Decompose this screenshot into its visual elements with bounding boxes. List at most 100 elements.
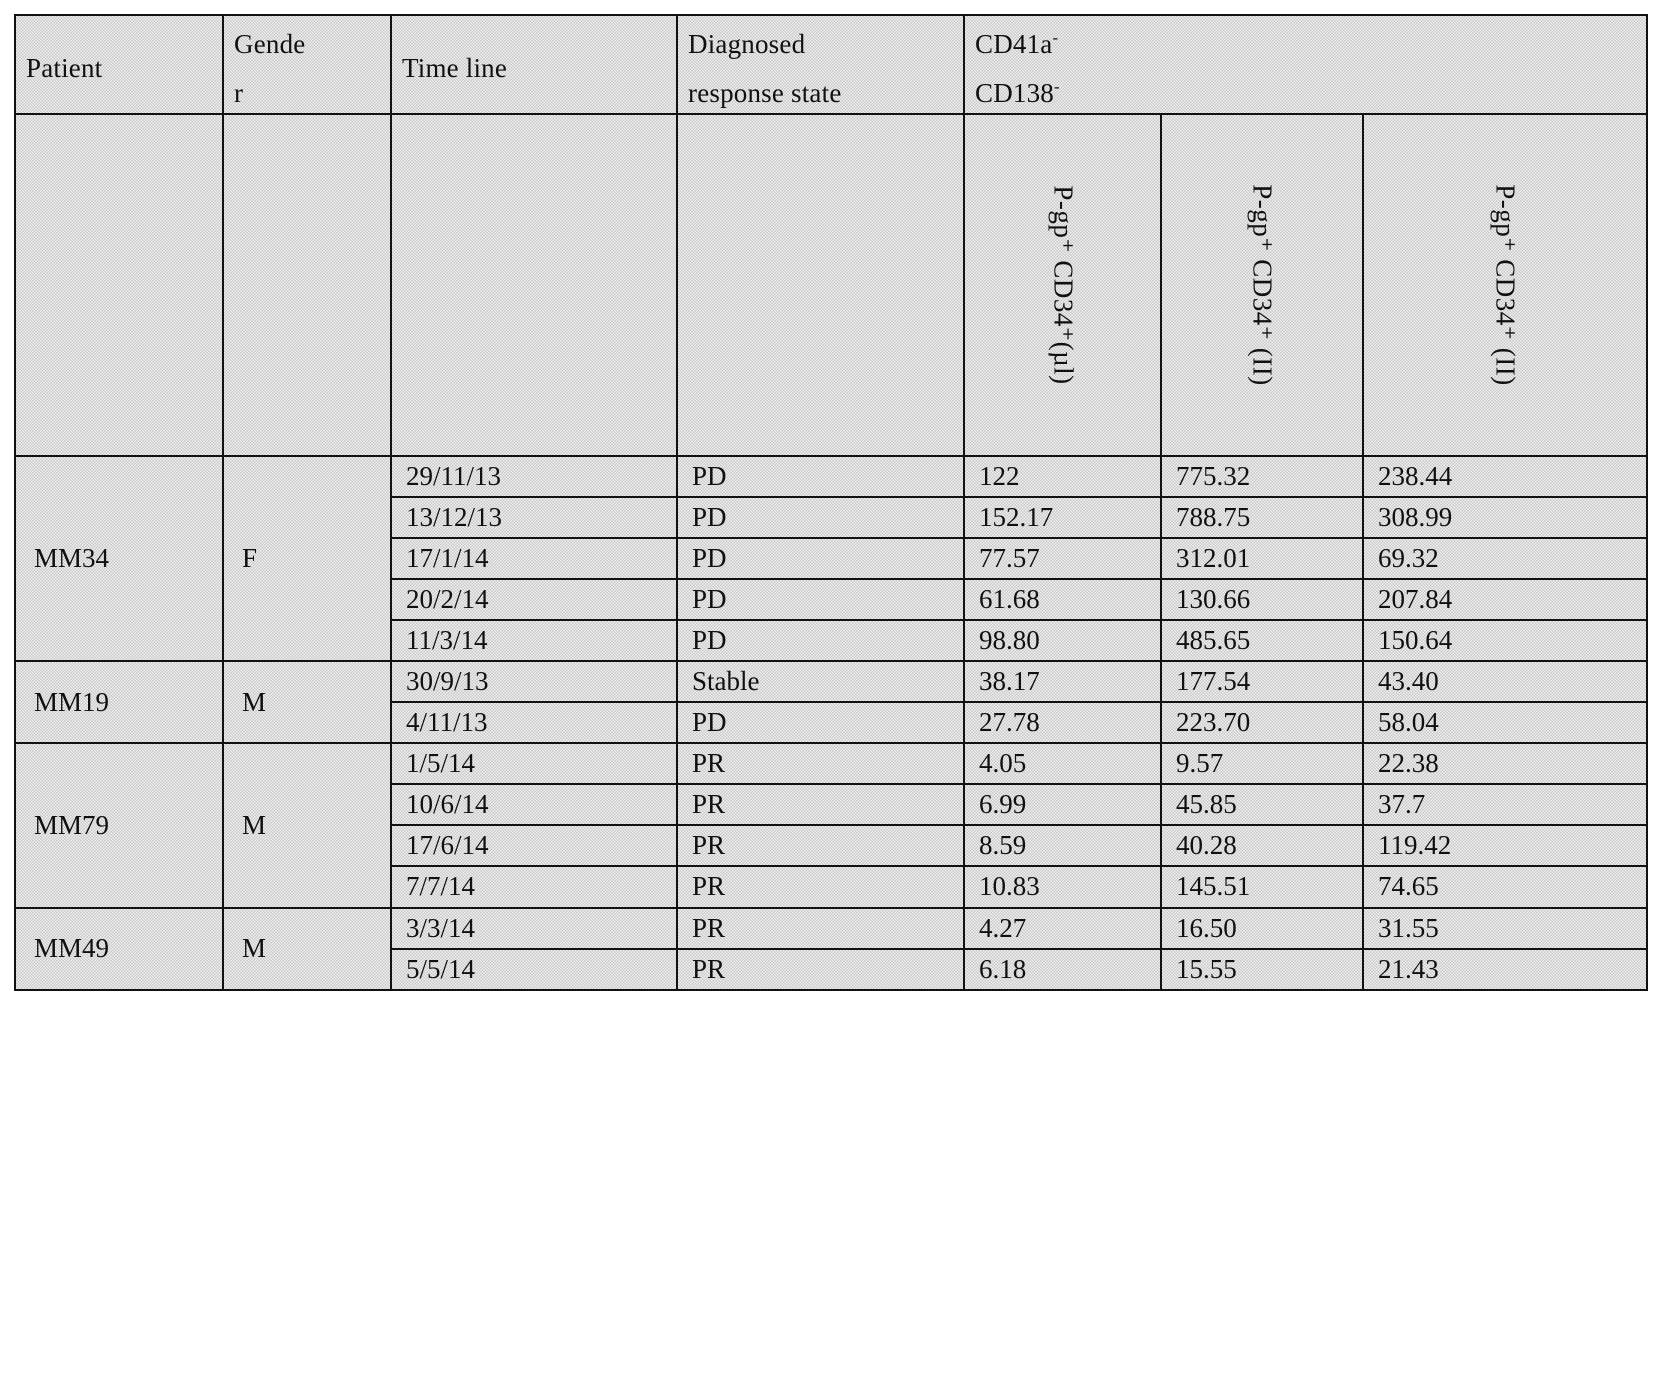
value-3: 207.84 bbox=[1364, 580, 1646, 619]
value-3: 308.99 bbox=[1364, 498, 1646, 537]
marker-cd41a-sup: - bbox=[1053, 28, 1059, 47]
patient-id-label: MM19 bbox=[16, 683, 222, 722]
response-state-cell: PR bbox=[677, 825, 964, 866]
timeline-date: 10/6/14 bbox=[392, 785, 676, 824]
timeline-date: 17/6/14 bbox=[392, 826, 676, 865]
header-label-state-line2: response state bbox=[678, 65, 963, 114]
value-cell-3: 22.38 bbox=[1363, 743, 1647, 784]
response-state-label: PD bbox=[678, 621, 963, 660]
patient-id-cell: MM49 bbox=[15, 908, 223, 990]
response-state-label: PR bbox=[678, 867, 963, 906]
patient-gender-label: M bbox=[224, 929, 390, 968]
value-cell-2: 177.54 bbox=[1161, 661, 1363, 702]
header-label-vertical-2: P-gp⁺ CD34⁺ (II) bbox=[1246, 184, 1277, 385]
value-1: 27.78 bbox=[965, 703, 1160, 742]
value-cell-3: 31.55 bbox=[1363, 908, 1647, 949]
table-row: MM79M1/5/14PR4.059.5722.38 bbox=[15, 743, 1647, 784]
header-label-gender-line2: r bbox=[224, 65, 390, 114]
response-state-cell: PR bbox=[677, 908, 964, 949]
value-cell-1: 122 bbox=[964, 456, 1161, 497]
vertical-text-wrap-2: P-gp⁺ CD34⁺ (II) bbox=[1162, 115, 1362, 455]
value-1: 6.18 bbox=[965, 950, 1160, 989]
table-row: MM34F29/11/13PD122775.32238.44 bbox=[15, 456, 1647, 497]
patient-gender-cell: F bbox=[223, 456, 391, 661]
patient-gender-cell: M bbox=[223, 661, 391, 743]
timeline-date: 20/2/14 bbox=[392, 580, 676, 619]
patient-gender-label: M bbox=[224, 683, 390, 722]
timeline-date: 1/5/14 bbox=[392, 744, 676, 783]
value-cell-1: 6.99 bbox=[964, 784, 1161, 825]
value-2: 223.70 bbox=[1162, 703, 1362, 742]
value-2: 130.66 bbox=[1162, 580, 1362, 619]
value-cell-2: 485.65 bbox=[1161, 620, 1363, 661]
table-row: MM49M3/3/14PR4.2716.5031.55 bbox=[15, 908, 1647, 949]
response-state-cell: PR bbox=[677, 866, 964, 907]
marker-cd138-sup: - bbox=[1054, 77, 1060, 96]
value-2: 312.01 bbox=[1162, 539, 1362, 578]
value-cell-3: 74.65 bbox=[1363, 866, 1647, 907]
value-3: 31.55 bbox=[1364, 909, 1646, 948]
timeline-date: 7/7/14 bbox=[392, 867, 676, 906]
header-row-vertical: P-gp⁺ CD34⁺(µl)P-gp⁺ CD34⁺ (II)P-gp⁺ CD3… bbox=[15, 114, 1647, 456]
response-state-cell: PR bbox=[677, 949, 964, 990]
value-cell-1: 4.27 bbox=[964, 908, 1161, 949]
header-spacer-patient bbox=[15, 114, 223, 456]
value-1: 6.99 bbox=[965, 785, 1160, 824]
value-1: 4.05 bbox=[965, 744, 1160, 783]
value-3: 22.38 bbox=[1364, 744, 1646, 783]
timeline-cell: 10/6/14 bbox=[391, 784, 677, 825]
timeline-date: 11/3/14 bbox=[392, 621, 676, 660]
response-state-cell: Stable bbox=[677, 661, 964, 702]
value-1: 152.17 bbox=[965, 498, 1160, 537]
value-3: 43.40 bbox=[1364, 662, 1646, 701]
value-cell-3: 58.04 bbox=[1363, 702, 1647, 743]
response-state-label: PR bbox=[678, 785, 963, 824]
value-3: 21.43 bbox=[1364, 950, 1646, 989]
timeline-cell: 13/12/13 bbox=[391, 497, 677, 538]
value-cell-1: 98.80 bbox=[964, 620, 1161, 661]
value-2: 9.57 bbox=[1162, 744, 1362, 783]
value-cell-3: 69.32 bbox=[1363, 538, 1647, 579]
header-cell-patient: Patient bbox=[15, 15, 223, 114]
value-2: 775.32 bbox=[1162, 457, 1362, 496]
header-label-gender-line1: Gende bbox=[224, 16, 390, 65]
header-label-patient: Patient bbox=[16, 40, 222, 89]
response-state-label: PD bbox=[678, 457, 963, 496]
response-state-cell: PD bbox=[677, 620, 964, 661]
header-label-vertical-3: P-gp⁺ CD34⁺ (II) bbox=[1489, 184, 1520, 385]
header-label-marker-line2: CD138- bbox=[965, 65, 1646, 114]
patient-gender-cell: M bbox=[223, 743, 391, 907]
value-2: 788.75 bbox=[1162, 498, 1362, 537]
value-2: 485.65 bbox=[1162, 621, 1362, 660]
timeline-date: 4/11/13 bbox=[392, 703, 676, 742]
header-label-time-line: Time line bbox=[392, 40, 676, 89]
value-cell-1: 8.59 bbox=[964, 825, 1161, 866]
header-cell-marker: CD41a-CD138- bbox=[964, 15, 1647, 114]
scanned-page: PatientGenderTime lineDiagnosedresponse … bbox=[0, 14, 1662, 1398]
value-cell-2: 45.85 bbox=[1161, 784, 1363, 825]
response-state-label: PD bbox=[678, 498, 963, 537]
marker-cd41a-text: CD41a bbox=[975, 29, 1053, 59]
patient-gender-label: M bbox=[224, 806, 390, 845]
value-cell-1: 77.57 bbox=[964, 538, 1161, 579]
value-cell-3: 308.99 bbox=[1363, 497, 1647, 538]
value-3: 58.04 bbox=[1364, 703, 1646, 742]
response-state-label: Stable bbox=[678, 662, 963, 701]
timeline-cell: 17/6/14 bbox=[391, 825, 677, 866]
value-1: 8.59 bbox=[965, 826, 1160, 865]
value-3: 238.44 bbox=[1364, 457, 1646, 496]
header-spacer-time-line bbox=[391, 114, 677, 456]
patient-id-label: MM49 bbox=[16, 929, 222, 968]
value-1: 4.27 bbox=[965, 909, 1160, 948]
value-cell-1: 61.68 bbox=[964, 579, 1161, 620]
timeline-cell: 17/1/14 bbox=[391, 538, 677, 579]
value-cell-3: 207.84 bbox=[1363, 579, 1647, 620]
timeline-cell: 7/7/14 bbox=[391, 866, 677, 907]
value-1: 98.80 bbox=[965, 621, 1160, 660]
value-2: 40.28 bbox=[1162, 826, 1362, 865]
timeline-cell: 3/3/14 bbox=[391, 908, 677, 949]
response-state-cell: PD bbox=[677, 497, 964, 538]
header-row-titles: PatientGenderTime lineDiagnosedresponse … bbox=[15, 15, 1647, 114]
value-cell-2: 312.01 bbox=[1161, 538, 1363, 579]
response-state-label: PD bbox=[678, 580, 963, 619]
